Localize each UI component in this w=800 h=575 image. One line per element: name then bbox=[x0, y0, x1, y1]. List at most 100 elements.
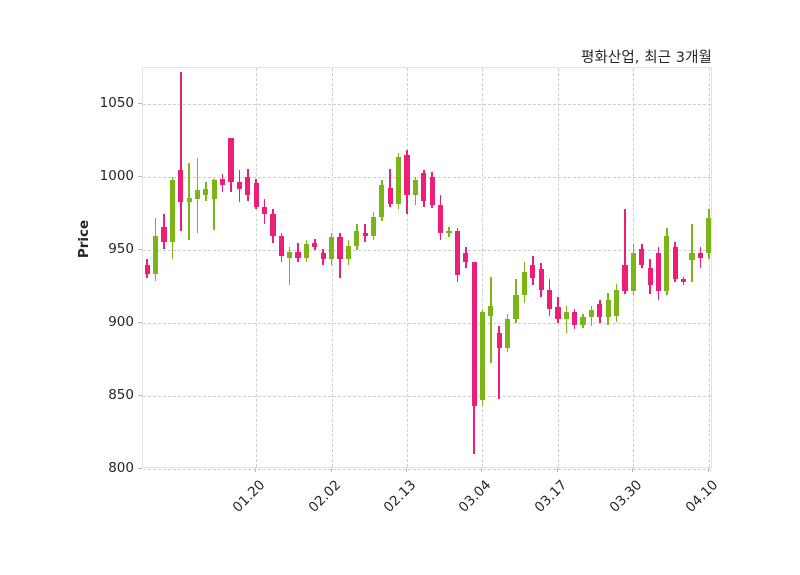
candle-body[interactable] bbox=[521, 272, 527, 296]
candle-body[interactable] bbox=[689, 253, 695, 261]
y-tick-label: 800 bbox=[108, 460, 134, 476]
y-tick-label: 1050 bbox=[99, 95, 134, 112]
candle-body[interactable] bbox=[370, 216, 377, 236]
candle-body[interactable] bbox=[228, 137, 234, 182]
candle-body[interactable] bbox=[412, 180, 418, 195]
candle-body[interactable] bbox=[672, 247, 678, 280]
y-tick-label: 950 bbox=[108, 241, 134, 258]
candle-body[interactable] bbox=[345, 245, 351, 259]
candle-body[interactable] bbox=[681, 279, 687, 283]
candle-body[interactable] bbox=[152, 235, 159, 274]
x-tick-mark bbox=[707, 468, 709, 472]
y-tick-mark bbox=[138, 395, 142, 397]
candle-body[interactable] bbox=[270, 213, 276, 236]
candle-body[interactable] bbox=[186, 197, 192, 203]
candle-body[interactable] bbox=[572, 311, 578, 325]
candle-body[interactable] bbox=[588, 310, 595, 318]
x-tick-label: 03.04 bbox=[456, 477, 495, 516]
candle-wick bbox=[179, 72, 182, 232]
y-tick-mark bbox=[138, 103, 142, 105]
candle-body[interactable] bbox=[446, 231, 452, 233]
candle-body[interactable] bbox=[505, 318, 511, 348]
candle-body[interactable] bbox=[194, 190, 201, 200]
candle-body[interactable] bbox=[287, 251, 293, 258]
candle-body[interactable] bbox=[362, 232, 368, 236]
y-gridline bbox=[143, 104, 711, 106]
y-gridline bbox=[143, 323, 711, 325]
candle-wick bbox=[699, 247, 702, 268]
candle-body[interactable] bbox=[706, 218, 712, 254]
candle-body[interactable] bbox=[513, 295, 519, 319]
x-gridline bbox=[331, 68, 333, 467]
y-tick-mark bbox=[138, 468, 142, 469]
candle-body[interactable] bbox=[488, 305, 494, 316]
candle-body[interactable] bbox=[178, 170, 184, 203]
candle-body[interactable] bbox=[463, 253, 469, 262]
candle-body[interactable] bbox=[203, 189, 209, 195]
candle-body[interactable] bbox=[530, 264, 536, 278]
y-gridline bbox=[143, 250, 711, 252]
candle-body[interactable] bbox=[580, 317, 586, 325]
candle-body[interactable] bbox=[404, 155, 410, 195]
x-tick-label: 04.10 bbox=[682, 477, 722, 516]
candle-body[interactable] bbox=[697, 253, 703, 258]
candle-body[interactable] bbox=[261, 206, 268, 214]
candle-body[interactable] bbox=[312, 242, 318, 248]
candle-body[interactable] bbox=[387, 187, 393, 204]
x-tick-label: 02.13 bbox=[380, 477, 420, 516]
candle-wick bbox=[691, 224, 693, 283]
candle-body[interactable] bbox=[421, 172, 427, 201]
x-tick-label: 03.17 bbox=[531, 477, 571, 516]
candle-body[interactable] bbox=[664, 235, 670, 292]
candle-body[interactable] bbox=[546, 289, 553, 309]
candle-body[interactable] bbox=[597, 304, 603, 318]
candle-wick bbox=[490, 276, 492, 363]
plot-area bbox=[142, 67, 712, 470]
candle-body[interactable] bbox=[236, 181, 242, 190]
x-gridline bbox=[557, 68, 559, 467]
candle-body[interactable] bbox=[614, 289, 620, 316]
candle-body[interactable] bbox=[211, 180, 217, 200]
candle-body[interactable] bbox=[437, 205, 444, 233]
candle-body[interactable] bbox=[354, 231, 360, 246]
candle-body[interactable] bbox=[169, 180, 175, 242]
candle-wick bbox=[565, 305, 568, 334]
candle-body[interactable] bbox=[379, 184, 385, 217]
candle-body[interactable] bbox=[220, 178, 226, 185]
y-tick-label: 1000 bbox=[99, 168, 134, 185]
candle-body[interactable] bbox=[454, 231, 460, 276]
candle-body[interactable] bbox=[337, 237, 343, 259]
candle-body[interactable] bbox=[630, 253, 636, 292]
candle-body[interactable] bbox=[538, 269, 544, 290]
y-tick-mark bbox=[138, 176, 142, 178]
candle-body[interactable] bbox=[295, 251, 301, 258]
candle-body[interactable] bbox=[563, 311, 569, 319]
candle-body[interactable] bbox=[144, 264, 150, 274]
x-tick-mark bbox=[481, 468, 483, 472]
candle-body[interactable] bbox=[429, 177, 435, 206]
candle-body[interactable] bbox=[639, 248, 645, 265]
candle-body[interactable] bbox=[245, 177, 251, 195]
candle-body[interactable] bbox=[647, 267, 653, 286]
candle-body[interactable] bbox=[396, 156, 402, 204]
candle-body[interactable] bbox=[329, 237, 335, 259]
candle-body[interactable] bbox=[479, 311, 486, 401]
x-gridline bbox=[708, 68, 710, 467]
x-gridline bbox=[407, 68, 409, 467]
candle-body[interactable] bbox=[555, 307, 561, 319]
candle-body[interactable] bbox=[253, 183, 259, 207]
candle-wick bbox=[624, 209, 626, 294]
candle-body[interactable] bbox=[161, 226, 167, 242]
candle-body[interactable] bbox=[655, 253, 662, 292]
candle-body[interactable] bbox=[303, 244, 310, 258]
candle-body[interactable] bbox=[471, 261, 477, 407]
candle-body[interactable] bbox=[320, 253, 326, 260]
candle-body[interactable] bbox=[496, 333, 502, 348]
candle-wick bbox=[288, 247, 291, 286]
candle-wick bbox=[364, 224, 366, 242]
candle-body[interactable] bbox=[605, 299, 611, 318]
x-gridline bbox=[482, 68, 484, 467]
candle-body[interactable] bbox=[278, 235, 284, 257]
candle-body[interactable] bbox=[622, 264, 628, 292]
